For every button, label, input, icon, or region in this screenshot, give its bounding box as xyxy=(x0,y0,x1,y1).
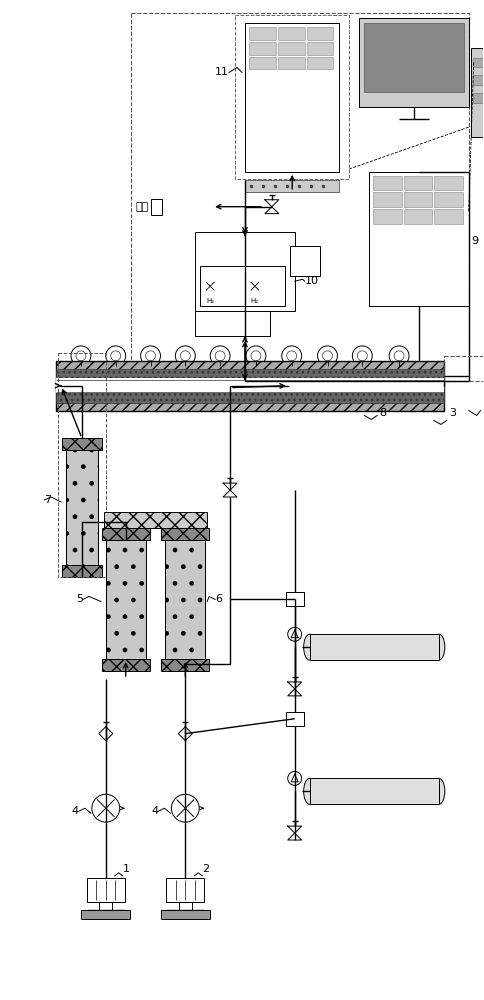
Bar xyxy=(200,266,285,306)
Bar xyxy=(310,778,439,804)
Ellipse shape xyxy=(433,634,445,660)
Bar xyxy=(106,540,146,659)
Bar xyxy=(166,878,204,902)
Bar xyxy=(310,634,439,660)
Bar xyxy=(106,540,146,659)
Text: 9: 9 xyxy=(472,236,479,246)
Bar xyxy=(162,528,209,540)
Bar xyxy=(249,27,276,40)
Bar xyxy=(286,592,303,606)
Text: 5: 5 xyxy=(76,594,83,604)
Bar xyxy=(195,311,270,336)
Bar xyxy=(131,13,469,381)
Text: 11: 11 xyxy=(215,67,229,77)
Bar xyxy=(249,57,276,69)
Bar xyxy=(434,209,463,224)
Bar xyxy=(307,27,333,40)
Bar xyxy=(161,910,210,919)
Bar xyxy=(404,192,432,207)
Bar xyxy=(87,878,125,902)
Text: 7: 7 xyxy=(44,495,51,505)
Bar xyxy=(470,48,484,137)
Bar xyxy=(179,902,192,910)
Bar xyxy=(404,209,432,224)
Bar xyxy=(359,18,469,107)
Bar xyxy=(278,27,304,40)
Bar xyxy=(102,528,150,540)
Bar xyxy=(473,75,484,85)
Bar xyxy=(278,42,304,55)
Bar xyxy=(364,23,464,92)
Bar xyxy=(66,450,98,565)
Bar xyxy=(373,209,402,224)
Bar xyxy=(62,565,102,577)
Bar xyxy=(56,361,444,411)
Text: H₂: H₂ xyxy=(206,298,214,304)
Bar xyxy=(81,910,130,919)
Bar xyxy=(166,540,205,659)
Text: 出口: 出口 xyxy=(136,202,149,212)
Text: 6: 6 xyxy=(215,594,222,604)
Bar xyxy=(473,93,484,103)
Bar xyxy=(444,356,484,381)
Ellipse shape xyxy=(303,778,316,804)
Bar xyxy=(102,659,150,671)
Text: 2: 2 xyxy=(202,864,210,874)
Bar xyxy=(369,172,469,306)
Bar xyxy=(162,659,209,671)
Text: 10: 10 xyxy=(304,276,318,286)
Bar xyxy=(278,57,304,69)
Text: 8: 8 xyxy=(379,408,386,418)
Bar xyxy=(307,42,333,55)
Bar xyxy=(66,450,98,565)
Bar xyxy=(99,902,112,910)
Bar xyxy=(373,176,402,190)
Bar xyxy=(434,176,463,190)
Bar xyxy=(307,57,333,69)
Text: 1: 1 xyxy=(122,864,130,874)
Bar xyxy=(151,199,163,215)
Bar xyxy=(373,192,402,207)
Bar xyxy=(245,180,339,192)
Text: 4: 4 xyxy=(151,806,158,816)
Bar xyxy=(235,15,349,179)
Ellipse shape xyxy=(433,778,445,804)
Text: 4: 4 xyxy=(72,806,79,816)
Bar xyxy=(195,232,295,311)
Bar xyxy=(245,23,339,172)
Bar xyxy=(56,369,444,403)
Bar xyxy=(286,712,303,726)
Text: H₂: H₂ xyxy=(251,298,259,304)
Bar xyxy=(404,176,432,190)
Bar xyxy=(56,378,444,393)
Bar xyxy=(249,42,276,55)
Bar xyxy=(473,58,484,67)
Bar xyxy=(290,246,319,276)
Text: 3: 3 xyxy=(449,408,456,418)
Bar xyxy=(104,512,207,528)
Bar xyxy=(62,438,102,450)
Ellipse shape xyxy=(303,634,316,660)
Bar xyxy=(58,353,106,577)
Bar xyxy=(434,192,463,207)
Bar xyxy=(166,540,205,659)
